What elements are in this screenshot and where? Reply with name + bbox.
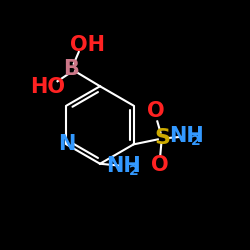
Text: N: N	[58, 134, 75, 154]
Text: NH: NH	[169, 126, 203, 146]
Text: NH: NH	[106, 156, 141, 176]
Text: S: S	[154, 128, 170, 148]
Text: B: B	[63, 59, 79, 79]
Text: O: O	[147, 102, 165, 121]
Text: 2: 2	[128, 164, 138, 178]
Text: 2: 2	[191, 134, 200, 148]
Text: HO: HO	[30, 78, 65, 98]
Text: O: O	[151, 155, 168, 175]
Text: OH: OH	[70, 35, 105, 55]
